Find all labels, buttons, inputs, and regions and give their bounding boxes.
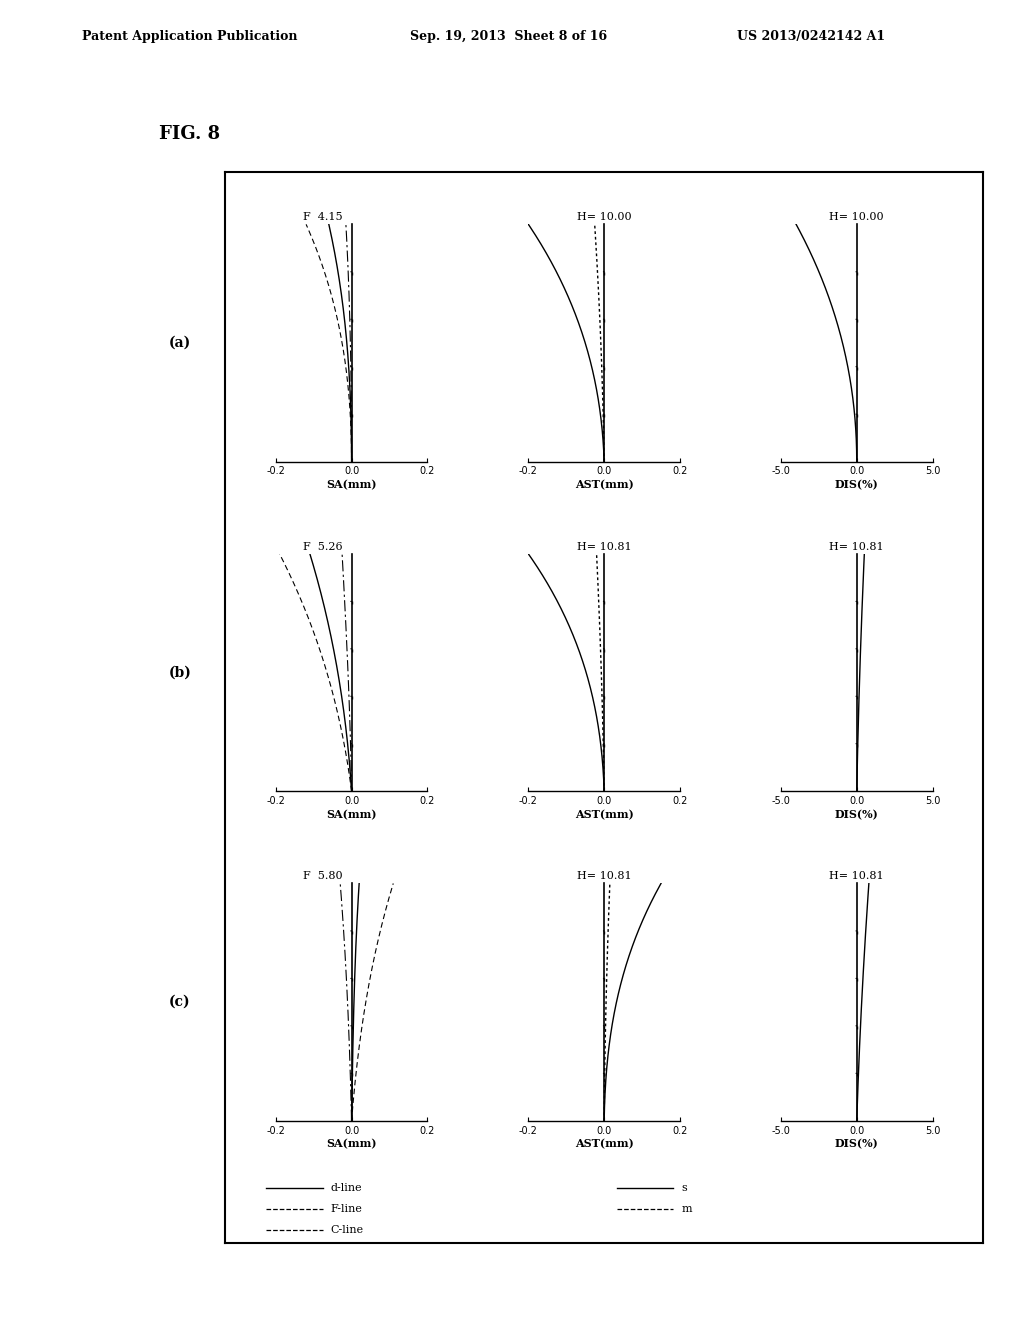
Text: F  5.80: F 5.80	[303, 871, 343, 882]
Text: Sep. 19, 2013  Sheet 8 of 16: Sep. 19, 2013 Sheet 8 of 16	[410, 30, 607, 44]
Title: H= 10.81: H= 10.81	[577, 871, 632, 882]
Text: (b): (b)	[169, 665, 191, 680]
X-axis label: AST(mm): AST(mm)	[574, 809, 634, 820]
Text: s: s	[681, 1183, 687, 1193]
Text: m: m	[681, 1204, 692, 1214]
Text: F  5.26: F 5.26	[303, 541, 343, 552]
X-axis label: SA(mm): SA(mm)	[327, 1138, 377, 1150]
Text: (a): (a)	[169, 337, 191, 350]
Text: US 2013/0242142 A1: US 2013/0242142 A1	[737, 30, 886, 44]
Title: H= 10.00: H= 10.00	[577, 213, 632, 222]
Title: H= 10.81: H= 10.81	[829, 541, 884, 552]
X-axis label: SA(mm): SA(mm)	[327, 809, 377, 820]
X-axis label: AST(mm): AST(mm)	[574, 479, 634, 490]
Text: F  4.15: F 4.15	[303, 213, 343, 222]
X-axis label: DIS(%): DIS(%)	[835, 1138, 879, 1150]
Text: (c): (c)	[169, 995, 190, 1008]
Text: C-line: C-line	[331, 1225, 364, 1236]
X-axis label: SA(mm): SA(mm)	[327, 479, 377, 490]
X-axis label: DIS(%): DIS(%)	[835, 809, 879, 820]
X-axis label: AST(mm): AST(mm)	[574, 1138, 634, 1150]
Text: F-line: F-line	[331, 1204, 362, 1214]
Text: d-line: d-line	[331, 1183, 362, 1193]
Title: H= 10.81: H= 10.81	[829, 871, 884, 882]
Title: H= 10.00: H= 10.00	[829, 213, 884, 222]
Title: H= 10.81: H= 10.81	[577, 541, 632, 552]
Text: FIG. 8: FIG. 8	[159, 125, 220, 144]
X-axis label: DIS(%): DIS(%)	[835, 479, 879, 490]
Text: Patent Application Publication: Patent Application Publication	[82, 30, 297, 44]
